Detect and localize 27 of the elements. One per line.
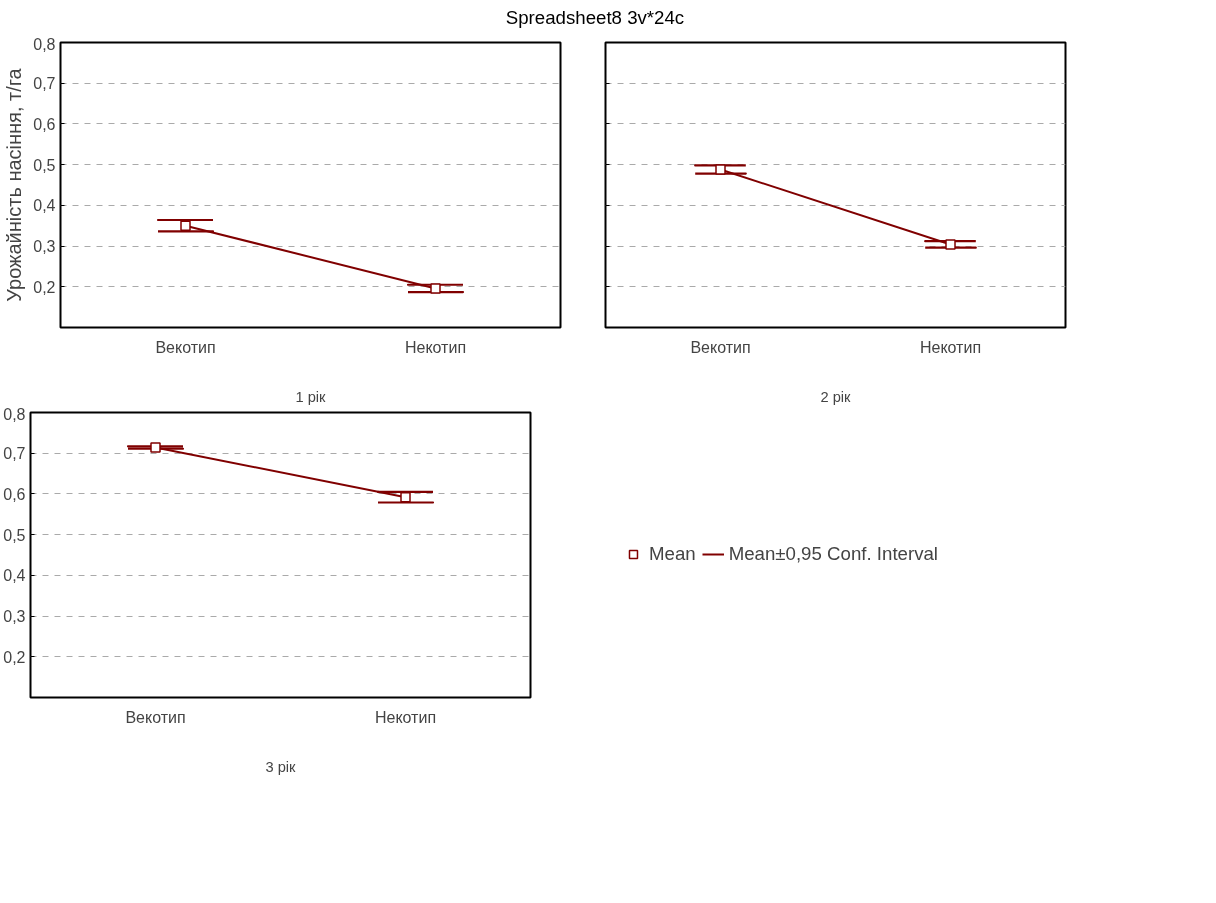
y-tick-label: 0,7 (3, 444, 26, 462)
chart-title: Spreadsheet8 3v*24c (505, 6, 685, 30)
y-tick-label: 0,2 (33, 278, 56, 296)
y-tick-label: 0,3 (33, 237, 56, 255)
y-tick-label: 0,3 (3, 607, 26, 625)
y-tick-label: 0,5 (3, 526, 26, 544)
legend-label: Mean (648, 543, 696, 566)
x-tick-label: Некотип (919, 338, 982, 356)
y-tick-label: 0,6 (33, 115, 56, 133)
x-tick-label: Векотип (690, 338, 751, 356)
x-tick-label: Векотип (125, 708, 186, 726)
x-tick-label: Некотип (404, 338, 467, 356)
y-tick-label: 0,7 (33, 74, 56, 92)
y-tick-label: 0,5 (33, 156, 56, 174)
x-tick-label: Векотип (155, 338, 216, 356)
x-axis-title: 1 рік (295, 388, 327, 405)
y-tick-label: 0,8 (3, 405, 26, 423)
y-tick-label: 0,4 (3, 567, 26, 585)
text: Mean±0,95 Conf. Interval (728, 543, 939, 566)
y-axis-title: Урожайність насіння, т/га (3, 67, 26, 302)
y-tick-label: 0,2 (3, 648, 26, 666)
x-tick-label: Некотип (374, 708, 437, 726)
y-tick-label: 0,8 (33, 35, 56, 53)
x-axis-title: 3 рік (265, 758, 297, 775)
y-tick-label: 0,6 (3, 485, 26, 503)
y-tick-label: 0,4 (33, 197, 56, 215)
x-axis-title: 2 рік (820, 388, 852, 405)
